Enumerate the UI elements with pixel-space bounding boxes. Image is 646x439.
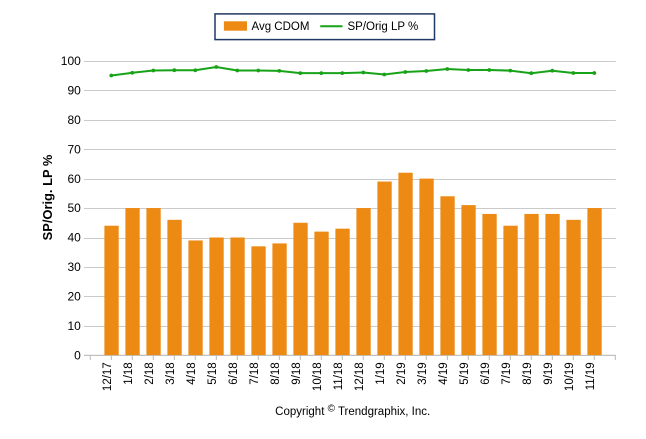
svg-text:7/18: 7/18 [249, 362, 261, 384]
svg-text:70: 70 [67, 142, 81, 156]
svg-text:1/18: 1/18 [123, 362, 135, 384]
svg-text:2/18: 2/18 [144, 362, 156, 384]
svg-text:40: 40 [67, 231, 81, 245]
svg-text:7/19: 7/19 [501, 362, 513, 384]
svg-text:4/19: 4/19 [438, 362, 450, 384]
svg-text:5/19: 5/19 [459, 362, 471, 384]
svg-text:4/18: 4/18 [186, 362, 198, 384]
svg-text:12/18: 12/18 [354, 362, 366, 391]
svg-text:30: 30 [67, 260, 81, 274]
svg-text:0: 0 [74, 349, 81, 363]
svg-text:Avg CDOM: Avg CDOM [252, 21, 310, 33]
svg-text:50: 50 [67, 201, 81, 215]
svg-text:11/18: 11/18 [333, 362, 345, 390]
svg-text:6/19: 6/19 [480, 362, 492, 384]
svg-text:20: 20 [67, 290, 81, 304]
svg-text:100: 100 [61, 54, 81, 68]
svg-text:1/19: 1/19 [375, 362, 387, 384]
svg-text:6/18: 6/18 [228, 362, 240, 384]
svg-text:10/19: 10/19 [564, 362, 576, 391]
svg-text:3/18: 3/18 [165, 362, 177, 384]
svg-text:9/18: 9/18 [291, 362, 303, 384]
svg-text:80: 80 [67, 113, 81, 127]
svg-text:9/19: 9/19 [543, 362, 555, 384]
svg-text:2/19: 2/19 [396, 362, 408, 384]
svg-text:10/18: 10/18 [312, 362, 324, 391]
svg-text:SP/Orig LP %: SP/Orig LP % [348, 21, 419, 33]
svg-text:90: 90 [67, 84, 81, 98]
svg-text:12/17: 12/17 [102, 362, 114, 391]
svg-text:60: 60 [67, 172, 81, 186]
svg-text:3/19: 3/19 [417, 362, 429, 384]
svg-text:11/19: 11/19 [585, 362, 597, 390]
svg-text:Copyright © Trendgraphix, Inc.: Copyright © Trendgraphix, Inc. [275, 403, 430, 417]
svg-text:8/19: 8/19 [522, 362, 534, 384]
svg-text:5/18: 5/18 [207, 362, 219, 384]
svg-text:SP/Orig. LP %: SP/Orig. LP % [40, 154, 55, 240]
svg-text:8/18: 8/18 [270, 362, 282, 384]
svg-text:10: 10 [67, 319, 81, 333]
